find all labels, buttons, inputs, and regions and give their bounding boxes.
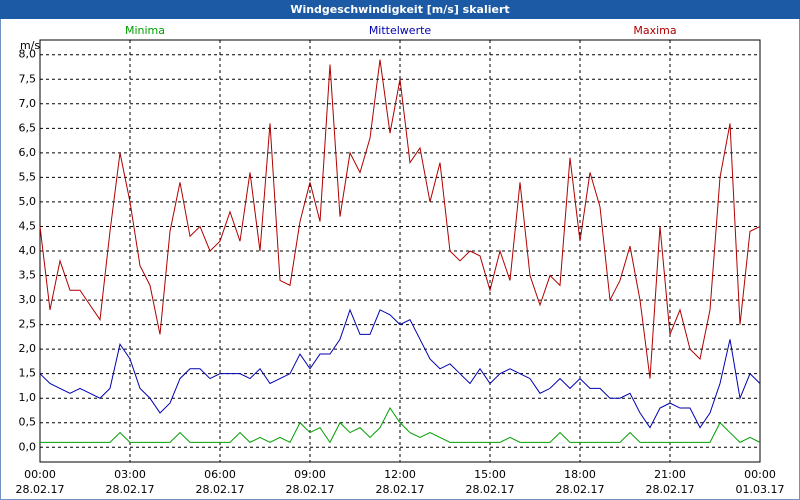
y-tick-label: 6,0: [19, 146, 37, 159]
y-tick-label: 7,5: [19, 72, 37, 85]
x-tick-label: 21:00: [654, 468, 686, 481]
y-tick-label: 8,0: [19, 48, 37, 61]
y-tick-label: 7,0: [19, 97, 37, 110]
x-tick-label: 12:00: [384, 468, 416, 481]
x-tick-date: 28.02.17: [376, 483, 425, 496]
x-tick-date: 28.02.17: [466, 483, 515, 496]
x-tick-label: 00:00: [24, 468, 56, 481]
y-tick-label: 2,5: [19, 318, 37, 331]
y-tick-label: 5,0: [19, 195, 37, 208]
y-tick-label: 2,0: [19, 342, 37, 355]
x-tick-date: 28.02.17: [106, 483, 155, 496]
x-tick-label: 06:00: [204, 468, 236, 481]
legend-entry: Minima: [125, 24, 165, 37]
legend-entry: Mittelwerte: [369, 24, 432, 37]
x-tick-date: 28.02.17: [16, 483, 65, 496]
y-tick-label: 6,5: [19, 121, 37, 134]
x-tick-date: 28.02.17: [196, 483, 245, 496]
y-tick-label: 1,5: [19, 367, 37, 380]
x-tick-label: 00:00: [744, 468, 776, 481]
y-tick-label: 0,0: [19, 440, 37, 453]
x-tick-date: 28.02.17: [556, 483, 605, 496]
x-tick-label: 09:00: [294, 468, 326, 481]
x-tick-date: 28.02.17: [286, 483, 335, 496]
series-line: [40, 407, 761, 444]
y-tick-label: 4,5: [19, 219, 37, 232]
x-tick-date: 28.02.17: [646, 483, 695, 496]
y-tick-label: 0,5: [19, 416, 37, 429]
x-tick-label: 03:00: [114, 468, 146, 481]
y-axis-label: m/s: [20, 39, 40, 52]
y-tick-label: 3,0: [19, 293, 37, 306]
title-bar: [0, 0, 800, 19]
y-tick-label: 5,5: [19, 170, 37, 183]
y-tick-label: 4,0: [19, 244, 37, 257]
x-tick-date: 01.03.17: [736, 483, 785, 496]
y-tick-label: 3,5: [19, 269, 37, 282]
x-tick-label: 15:00: [474, 468, 506, 481]
series-line: [39, 308, 761, 429]
x-tick-label: 18:00: [564, 468, 596, 481]
legend-entry: Maxima: [633, 24, 676, 37]
series-line: [39, 59, 761, 379]
y-tick-label: 1,0: [19, 391, 37, 404]
chart-title: Windgeschwindigkeit [m/s] skaliert: [290, 3, 509, 16]
